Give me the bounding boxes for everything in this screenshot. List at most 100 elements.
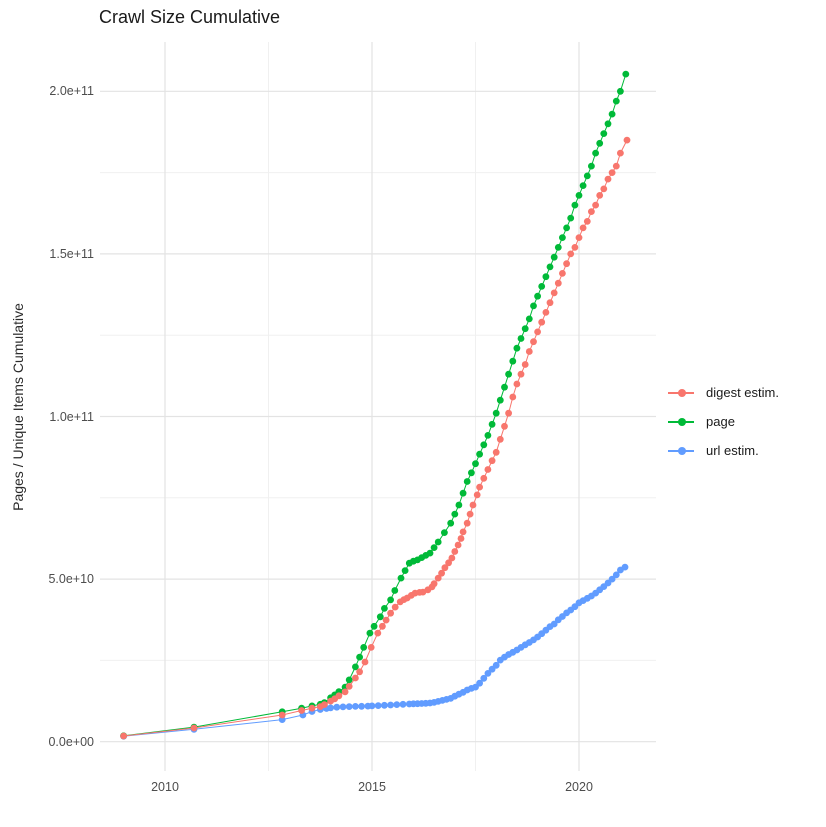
data-point [352,663,359,671]
data-point [358,702,365,710]
data-point [575,234,583,242]
data-point [438,569,445,577]
data-point [550,289,558,297]
data-point [542,309,550,316]
data-point [473,491,481,499]
data-point [352,674,359,682]
data-point [583,172,591,180]
legend-dot-icon [677,417,686,426]
data-point [339,703,347,711]
data-point [298,707,305,714]
data-point [430,580,438,588]
data-point [538,283,546,290]
data-point [554,244,562,251]
data-point [538,318,546,326]
legend: digest estim. page url estim. [668,378,779,465]
data-point [596,192,604,199]
data-point [622,70,630,78]
y-tick-label: 5.0e+10 [48,572,94,587]
data-point [454,541,462,549]
legend-item-page: page [668,407,779,436]
y-axis-title: Pages / Unique Items Cumulative [10,303,26,511]
data-point [308,704,316,712]
data-point [278,711,286,719]
data-point [368,702,376,710]
data-point [612,571,620,579]
data-point [530,338,537,346]
data-point [393,701,401,708]
data-point [370,622,378,630]
data-point [472,460,479,468]
data-point [466,510,474,518]
data-point [387,609,394,617]
data-point [445,559,452,567]
data-point [463,478,471,485]
data-point [451,548,459,555]
data-point [534,328,541,336]
chart-title: Crawl Size Cumulative [99,7,281,27]
data-point [513,380,521,388]
legend-key-icon [668,415,694,429]
data-point [469,501,477,509]
data-point [463,519,471,527]
data-point [399,700,407,708]
data-point [501,383,508,391]
data-point [459,528,467,536]
series-line-page [123,73,627,737]
data-point [321,701,328,708]
series-line-url-estim- [123,566,626,737]
data-point [501,422,508,430]
data-point [366,629,374,637]
data-point [596,139,604,147]
legend-dot-icon [677,388,686,397]
data-point [492,448,500,456]
data-point [457,535,465,542]
data-point [345,703,353,710]
data-point [567,250,575,258]
data-point [612,162,620,170]
x-tick-label: 2015 [358,780,386,794]
data-point [335,692,343,700]
data-point [592,149,599,157]
data-point [505,370,512,378]
data-point [341,688,349,696]
data-point [579,224,587,232]
data-point [583,218,591,225]
data-point [430,544,438,551]
data-point [546,299,554,307]
data-point [484,670,492,677]
data-point [480,674,488,682]
data-point [488,457,496,465]
data-point [361,658,369,666]
legend-label: url estim. [706,443,759,458]
data-point [356,668,363,676]
data-point [575,192,583,199]
data-point [600,130,608,138]
data-point [381,605,388,612]
data-point [488,420,496,428]
data-point [120,732,127,740]
data-point [525,348,533,355]
data-point [530,302,537,310]
data-point [550,620,558,628]
data-point [623,136,631,144]
data-point [525,315,533,323]
x-tick-label: 2020 [565,780,593,794]
data-point [492,661,500,669]
data-point [447,519,455,527]
data-point [374,629,382,637]
data-point [559,234,566,242]
data-point [509,357,517,365]
data-point [588,208,595,216]
data-point [604,175,612,183]
data-point [448,554,456,562]
data-point [521,361,529,368]
data-point [592,201,599,209]
data-point [480,474,488,482]
data-point [391,603,399,611]
data-point [608,575,616,583]
data-point [374,702,382,709]
data-point [542,273,550,281]
x-tick-label: 2010 [151,780,179,794]
